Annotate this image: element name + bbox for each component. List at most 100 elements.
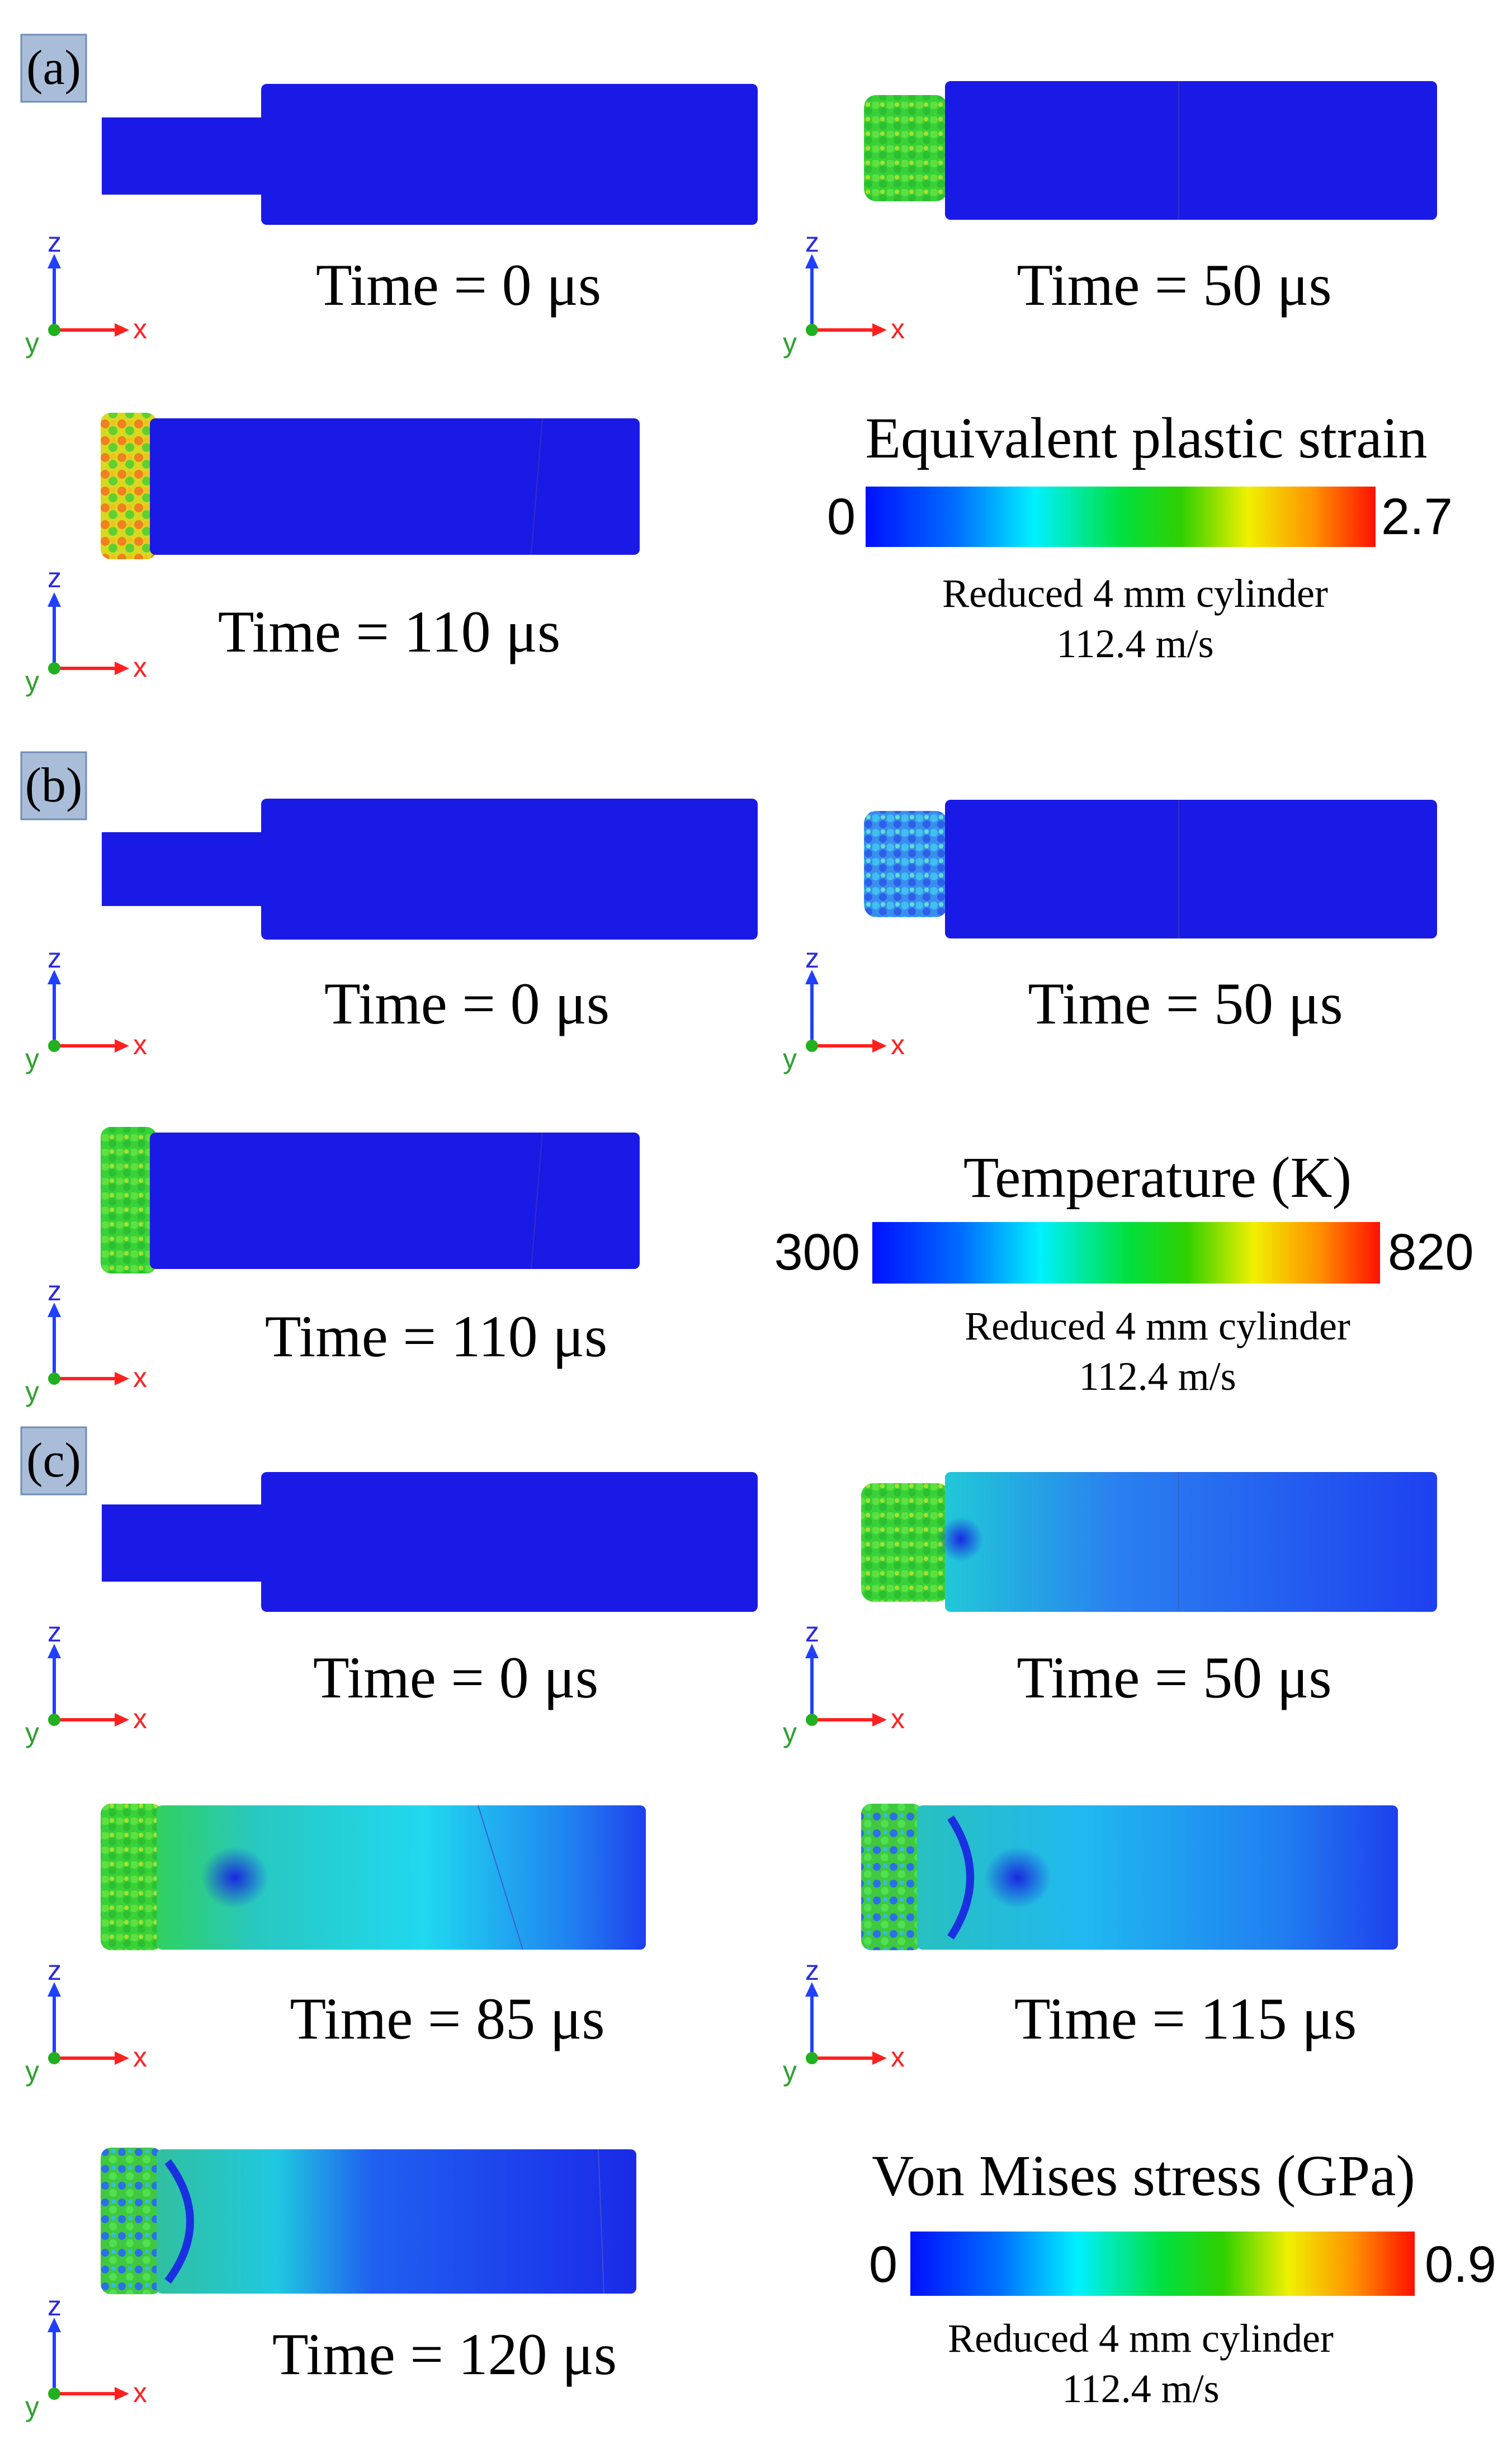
- axis-y-label: y: [25, 666, 39, 697]
- frame-time-label: Time = 50 μs: [1017, 1645, 1331, 1710]
- axis-z-label: z: [48, 1955, 62, 1986]
- legend-caption: Reduced 4 mm cylinder: [942, 571, 1328, 616]
- incident-bar: [945, 1472, 1437, 1612]
- triad-labels: z x y: [783, 1955, 905, 2087]
- axis-y-label: y: [25, 2391, 39, 2422]
- specimen-frame: Time = 110 μs: [48, 413, 640, 675]
- legend-title: Temperature (K): [963, 1145, 1352, 1210]
- legend-caption: 112.4 m/s: [1079, 1354, 1236, 1399]
- frame-time-label: Time = 110 μs: [265, 1304, 607, 1369]
- axis-x-label: x: [133, 652, 147, 683]
- axis-z-label: z: [48, 227, 62, 258]
- axis-z-label: z: [805, 1955, 819, 1986]
- deformed-specimen: [864, 95, 948, 201]
- axis-x-label: x: [891, 313, 905, 345]
- incident-bar: [261, 799, 758, 940]
- incident-bar: [917, 1805, 1398, 1950]
- deformed-specimen: [101, 2148, 162, 2294]
- colorbar-legend: Temperature (K) 300 820 Reduced 4 mm cyl…: [774, 1145, 1474, 1399]
- colorbar: [866, 487, 1376, 547]
- frame-time-label: Time = 115 μs: [1014, 1986, 1357, 2051]
- specimen-frame: Time = 50 μs: [805, 81, 1437, 337]
- triad-labels: z x y: [25, 227, 147, 358]
- triad-labels: z x y: [25, 1616, 147, 1748]
- panel-label-box: [20, 34, 87, 103]
- axis-y-label: y: [25, 2055, 39, 2087]
- colorbar-legend: Von Mises stress (GPa) 0 0.9 Reduced 4 m…: [869, 2144, 1496, 2411]
- legend-min: 0: [869, 2236, 897, 2293]
- triad-labels: z x y: [25, 1275, 147, 1407]
- specimen-frame: Time = 50 μs: [805, 800, 1437, 1053]
- frame-time-label: Time = 120 μs: [272, 2322, 617, 2387]
- frame-time-label: Time = 0 μs: [324, 971, 609, 1036]
- axis-y-label: y: [783, 1043, 797, 1074]
- triad-labels: z x y: [783, 227, 905, 358]
- triad-labels: z x y: [783, 1616, 905, 1748]
- panel-label: (b): [25, 758, 83, 813]
- legend-min: 300: [774, 1224, 861, 1281]
- deformed-specimen: [861, 1483, 949, 1602]
- axis-x-label: x: [891, 2041, 905, 2073]
- axis-y-label: y: [25, 1043, 39, 1074]
- axis-x-label: x: [133, 313, 147, 345]
- panel-label-box: [20, 751, 87, 820]
- axis-z-label: z: [48, 1616, 62, 1648]
- deformed-specimen: [101, 413, 157, 559]
- axis-x-label: x: [891, 1703, 905, 1734]
- incident-bar: [150, 418, 640, 555]
- frame-time-label: Time = 50 μs: [1017, 252, 1331, 318]
- axis-z-label: z: [48, 562, 62, 593]
- incident-bar: [945, 800, 1437, 938]
- legend-caption: 112.4 m/s: [1062, 2366, 1219, 2411]
- incident-bar: [157, 1805, 646, 1950]
- specimen-frame: Time = 0 μs: [48, 1472, 758, 1726]
- legend-caption: Reduced 4 mm cylinder: [948, 2316, 1334, 2361]
- legend-min: 0: [827, 488, 856, 545]
- deformed-specimen: [864, 811, 948, 917]
- deformed-specimen: [101, 1127, 157, 1273]
- legend-caption: 112.4 m/s: [1056, 621, 1213, 666]
- axis-y-label: y: [25, 1717, 39, 1748]
- axis-triad-labels: z x y z x y z x y z x y z x y z x y: [25, 227, 905, 2422]
- axis-x-label: x: [133, 1362, 147, 1393]
- incident-bar: [945, 81, 1437, 220]
- specimen-frame: Time = 0 μs: [48, 84, 758, 337]
- frame-time-label: Time = 110 μs: [218, 599, 560, 664]
- incident-bar: [150, 1133, 640, 1269]
- axis-z-label: z: [805, 942, 819, 974]
- deformed-specimen: [101, 1804, 162, 1950]
- panel-a: (a) Time = 0 μs Time = 50 μs Time = 110 …: [20, 34, 1453, 675]
- colorbar-legend: Equivalent plastic strain 0 2.7 Reduced …: [827, 406, 1453, 666]
- specimen-frame: Time = 115 μs: [805, 1804, 1398, 2065]
- triad-labels: z x y: [25, 562, 147, 697]
- colorbar: [872, 1222, 1380, 1284]
- axis-z-label: z: [48, 2290, 62, 2322]
- legend-max: 2.7: [1381, 488, 1453, 545]
- panel-label: (c): [26, 1433, 81, 1488]
- specimen-frame: Time = 110 μs: [48, 1127, 640, 1385]
- specimen-frame: Time = 120 μs: [48, 2148, 636, 2400]
- triad-labels: z x y: [25, 1955, 147, 2087]
- axis-x-label: x: [133, 2041, 147, 2073]
- axis-y-label: y: [25, 327, 39, 358]
- incident-bar: [261, 84, 758, 225]
- specimen-frame: Time = 0 μs: [48, 799, 758, 1053]
- panel-b: (b) Time = 0 μs Time = 50 μs Time = 110 …: [20, 751, 1474, 1399]
- striker-bar: [102, 1504, 265, 1582]
- axis-y-label: y: [783, 1717, 797, 1748]
- axis-y-label: y: [783, 2055, 797, 2087]
- triad-labels: z x y: [783, 942, 905, 1074]
- specimen-frame: Time = 85 μs: [48, 1804, 646, 2065]
- striker-bar: [102, 832, 265, 906]
- incident-bar: [157, 2149, 636, 2294]
- triad-labels: z x y: [25, 942, 147, 1074]
- triad-labels: z x y: [25, 2290, 147, 2422]
- axis-x-label: x: [133, 1029, 147, 1060]
- legend-max: 820: [1388, 1224, 1474, 1281]
- legend-title: Von Mises stress (GPa): [872, 2144, 1415, 2208]
- legend-caption: Reduced 4 mm cylinder: [965, 1304, 1350, 1348]
- axis-z-label: z: [48, 942, 62, 974]
- axis-y-label: y: [783, 327, 797, 358]
- axis-x-label: x: [133, 2377, 147, 2408]
